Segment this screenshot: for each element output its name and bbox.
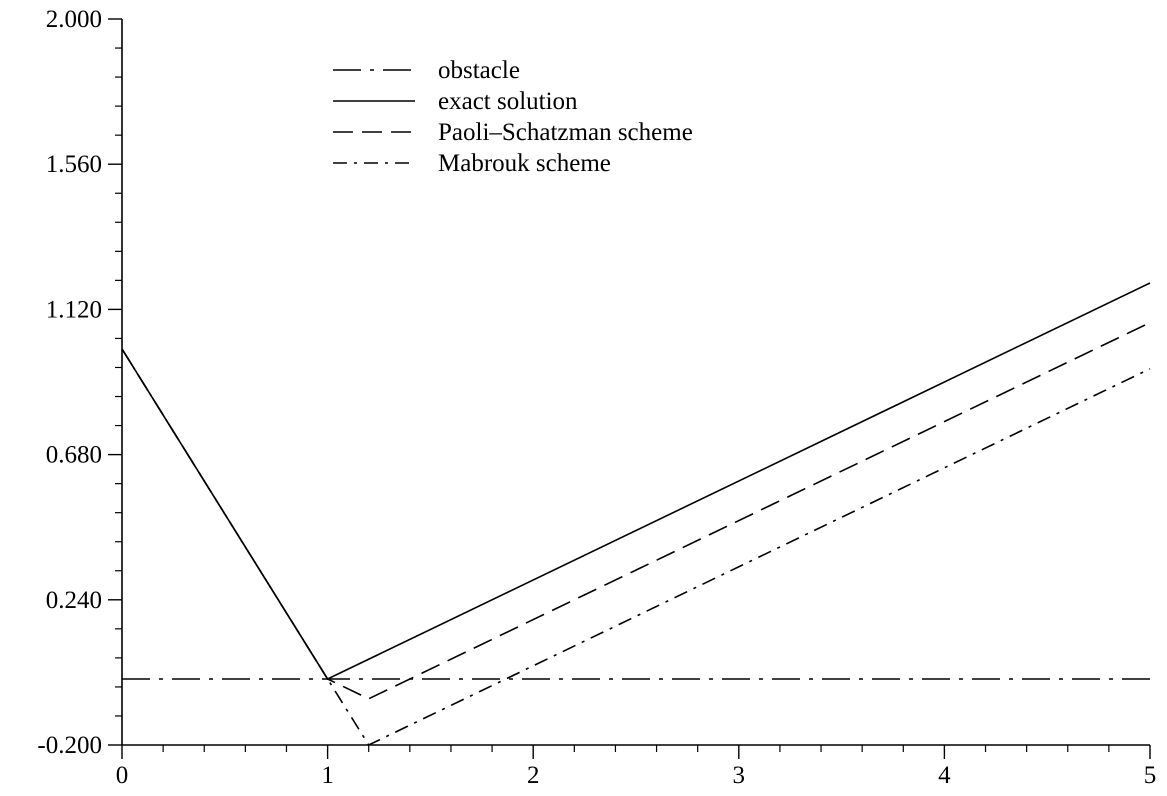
x-tick-label: 5 xyxy=(1144,762,1157,789)
x-tick-label: 3 xyxy=(733,762,746,789)
series-line-3 xyxy=(121,321,1151,700)
legend: obstacle exact solution Paoli–Schatzman sc… xyxy=(333,57,693,177)
axes: 0 1 2 3 4 5 -0.200 0.240 0.680 1.120 1.560 2.000 xyxy=(37,6,1156,789)
series-line-2 xyxy=(121,282,1151,681)
x-tick-label: 2 xyxy=(527,762,540,789)
legend-label: obstacle xyxy=(438,57,520,84)
legend-label: Mabrouk scheme xyxy=(438,150,611,177)
legend-label: exact solution xyxy=(438,88,578,115)
y-tick-label: 2.000 xyxy=(46,6,102,33)
series-layer xyxy=(121,282,1151,747)
legend-label: Paoli–Schatzman scheme xyxy=(438,119,693,146)
series-line-4 xyxy=(121,348,1151,747)
x-tick-label: 0 xyxy=(116,762,129,789)
y-tick-label: 1.120 xyxy=(46,296,102,323)
y-tick-label: -0.200 xyxy=(37,732,102,759)
y-tick-label: 1.560 xyxy=(46,151,102,178)
x-tick-label: 4 xyxy=(938,762,951,789)
y-tick-label: 0.680 xyxy=(46,442,102,469)
x-tick-label: 1 xyxy=(321,762,334,789)
y-tick-label: 0.240 xyxy=(46,587,102,614)
